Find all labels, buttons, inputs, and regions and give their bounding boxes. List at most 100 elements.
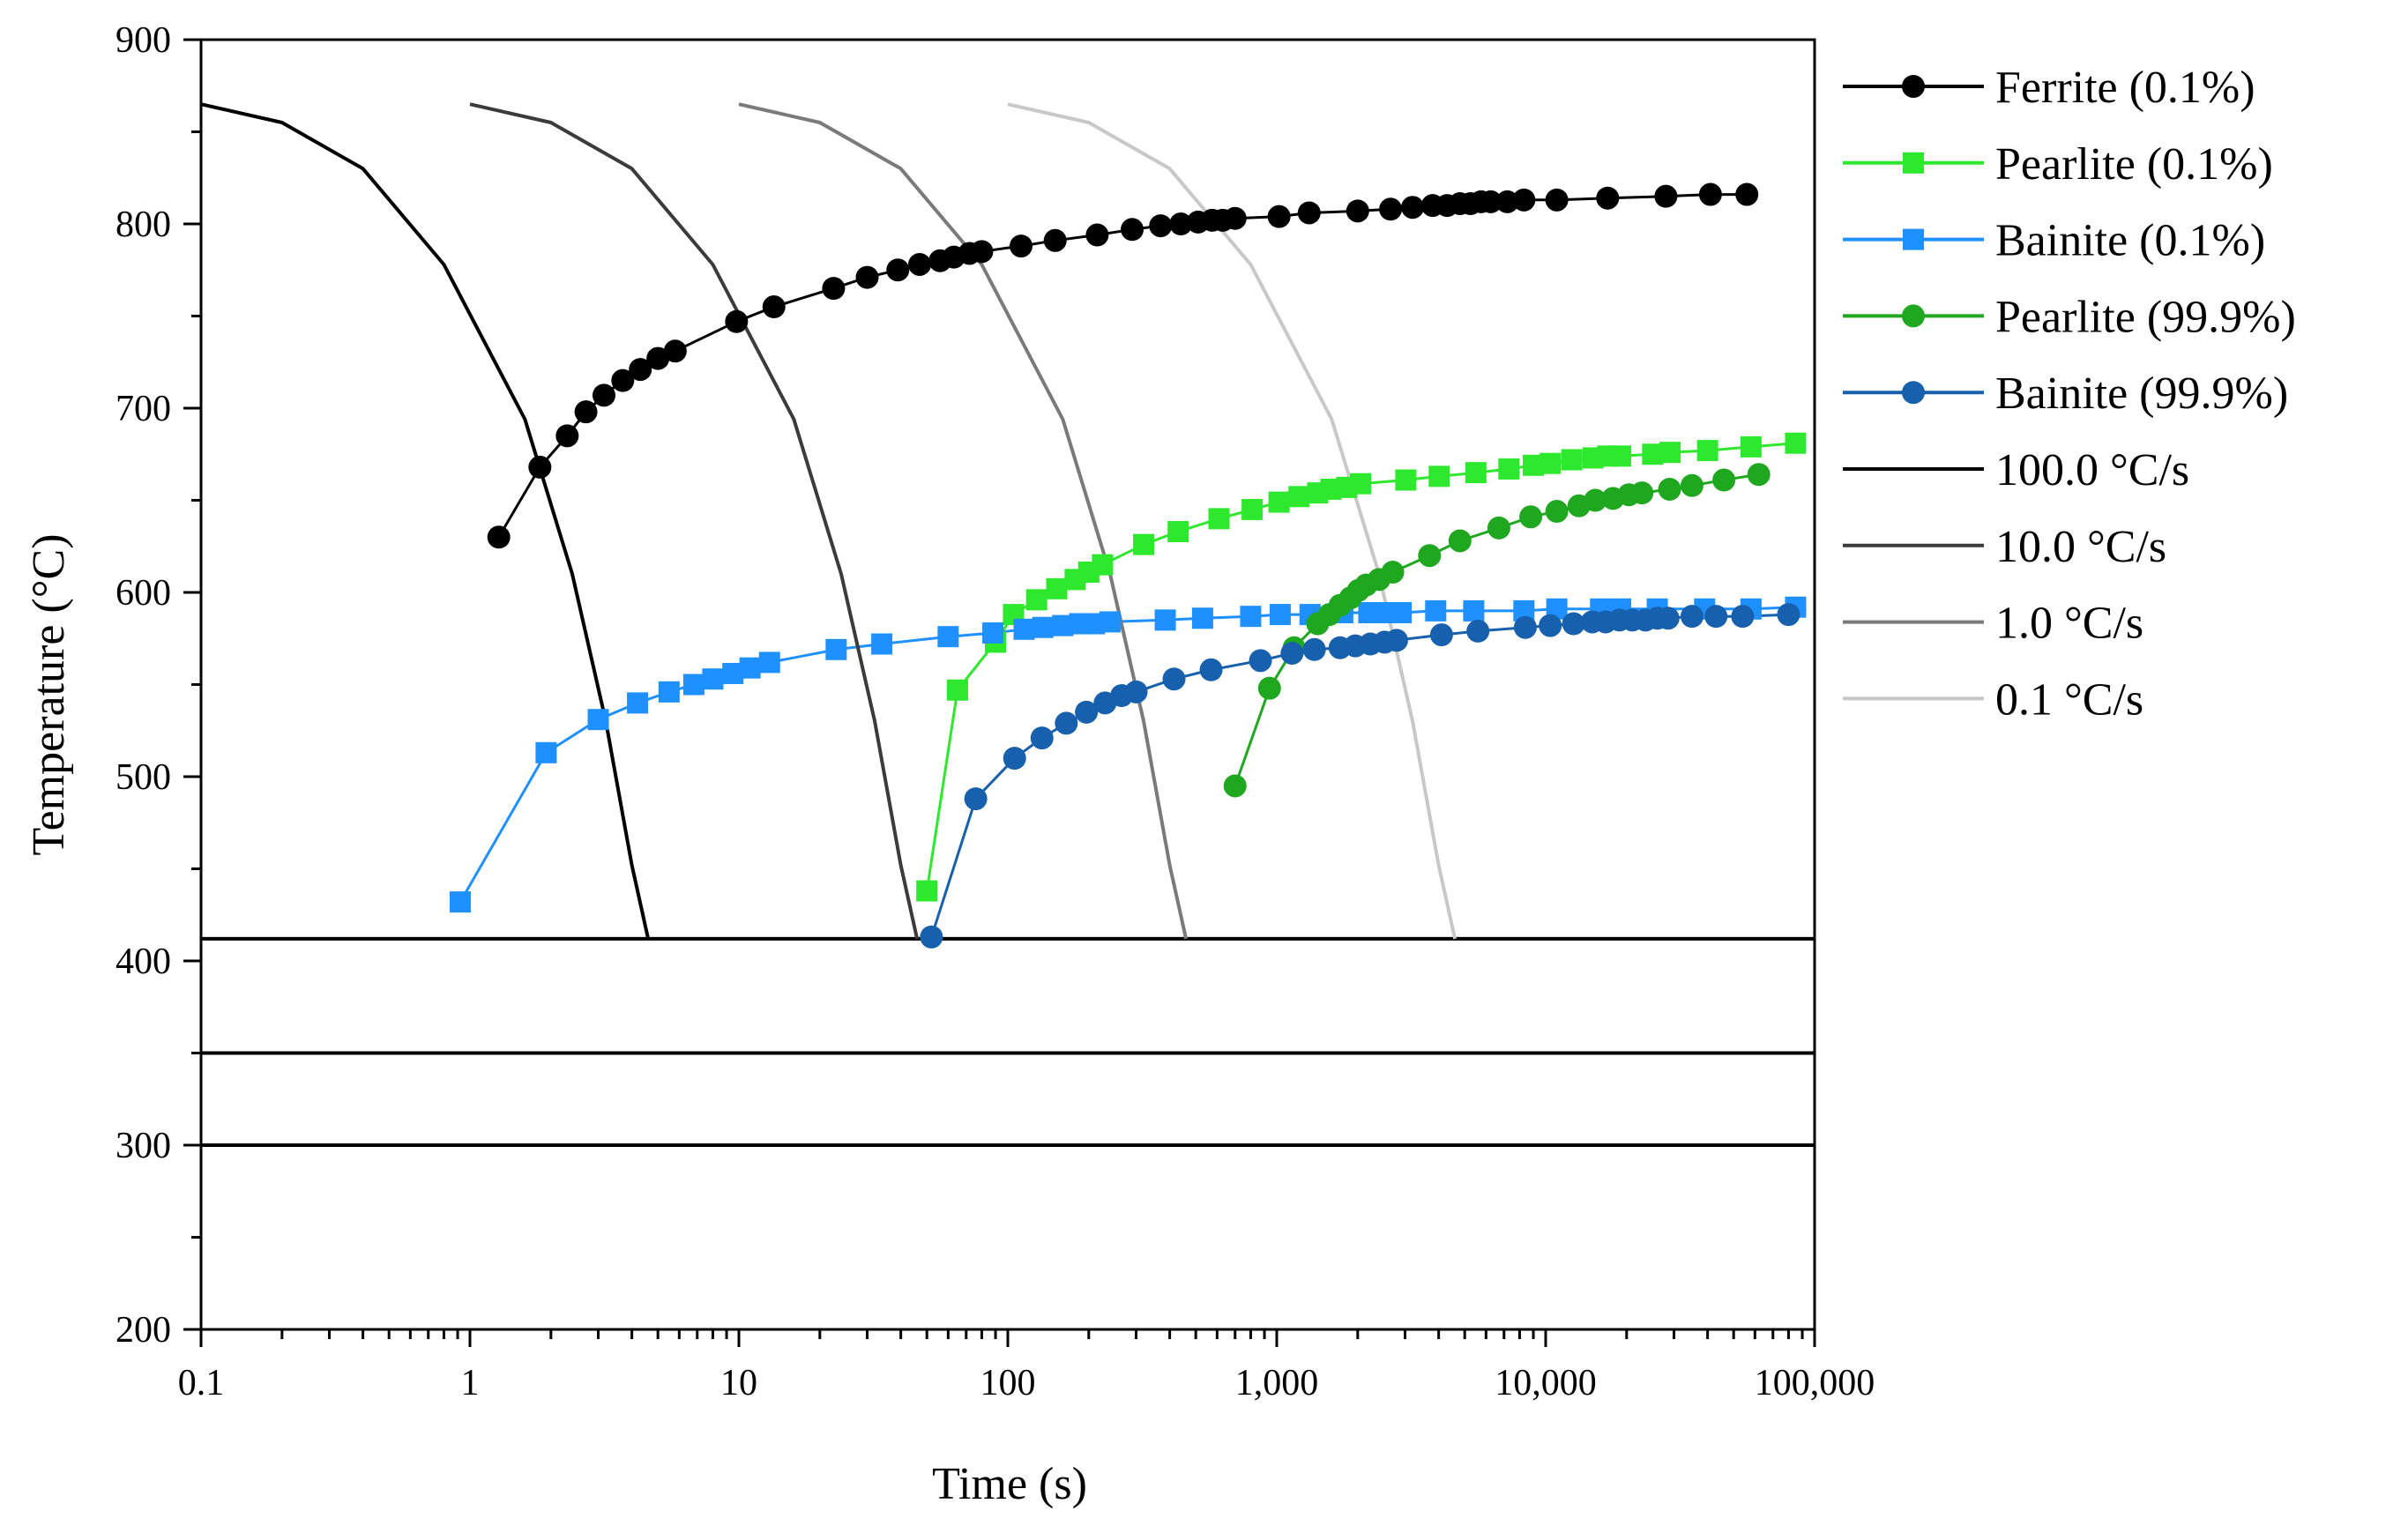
- data-point: [611, 368, 635, 392]
- legend-marker: [1903, 152, 1924, 174]
- data-point: [487, 525, 511, 549]
- data-point: [555, 424, 579, 448]
- legend-label: 0.1 °C/s: [1995, 674, 2143, 725]
- data-point: [725, 309, 749, 333]
- data-point: [1257, 676, 1281, 700]
- data-point: [1479, 190, 1502, 213]
- data-point: [1785, 432, 1807, 454]
- data-point: [663, 339, 687, 363]
- data-point: [1545, 188, 1569, 212]
- data-point: [1698, 182, 1722, 206]
- data-point: [1740, 435, 1762, 458]
- data-point: [1085, 223, 1109, 247]
- legend-marker: [1902, 75, 1925, 98]
- cooling-curve: [469, 102, 920, 940]
- data-point: [1487, 516, 1510, 540]
- data-point: [916, 880, 938, 902]
- data-point: [1121, 218, 1144, 242]
- legend-label: Bainite (99.9%): [1995, 368, 2288, 419]
- data-point: [1381, 561, 1405, 584]
- data-point: [758, 651, 780, 674]
- series-line: [497, 193, 1748, 539]
- data-point: [1395, 469, 1417, 491]
- y-tick-label: 900: [116, 20, 171, 61]
- data-point: [1704, 605, 1728, 629]
- plot-frame: [199, 38, 1816, 1331]
- data-point: [1350, 473, 1372, 495]
- x-tick-label: 1,000: [1235, 1363, 1319, 1403]
- data-point: [449, 891, 471, 913]
- legend-item: Ferrite (0.1%): [1843, 63, 2255, 113]
- cooling-curve: [738, 102, 1189, 940]
- data-point: [946, 679, 968, 701]
- data-point: [1448, 529, 1472, 553]
- data-point: [1429, 623, 1453, 647]
- data-point: [1167, 521, 1189, 543]
- data-point: [702, 668, 724, 690]
- legend-label: Pearlite (99.9%): [1995, 292, 2296, 342]
- data-point: [1199, 658, 1223, 681]
- data-point: [1654, 184, 1678, 208]
- data-point: [1269, 604, 1291, 626]
- legend-label: Pearlite (0.1%): [1995, 139, 2273, 190]
- legend-label: 100.0 °C/s: [1995, 445, 2189, 495]
- data-point: [646, 346, 670, 370]
- data-point: [627, 692, 649, 714]
- legend-item: 1.0 °C/s: [1843, 599, 2143, 649]
- data-point: [1003, 747, 1026, 770]
- legend-label: Ferrite (0.1%): [1995, 63, 2255, 113]
- data-point: [1268, 491, 1290, 513]
- data-point: [907, 252, 931, 276]
- data-point: [920, 925, 943, 949]
- data-point: [658, 681, 680, 703]
- data-point: [1384, 629, 1408, 652]
- data-point: [982, 622, 1004, 644]
- cooling-curve: [200, 102, 651, 940]
- data-point: [629, 358, 652, 382]
- data-point: [1680, 473, 1703, 497]
- data-point: [535, 741, 557, 763]
- data-point: [1466, 619, 1490, 643]
- legend-marker: [1902, 381, 1925, 405]
- x-tick-label: 10: [720, 1363, 757, 1403]
- legend-item: Pearlite (0.1%): [1843, 139, 2273, 190]
- legend-marker: [1903, 228, 1924, 250]
- legend-item: Bainite (0.1%): [1843, 216, 2265, 266]
- data-point: [1696, 440, 1718, 462]
- x-axis-title: Time (s): [932, 1459, 1087, 1509]
- data-point: [1267, 205, 1291, 228]
- data-point: [1169, 212, 1193, 235]
- y-tick-label: 600: [116, 573, 171, 614]
- data-point: [1519, 505, 1543, 529]
- data-point: [1032, 616, 1054, 638]
- data-point: [1498, 458, 1520, 480]
- data-point: [1013, 618, 1035, 640]
- data-point: [871, 633, 893, 655]
- data-point: [937, 626, 959, 648]
- data-point: [1659, 442, 1681, 464]
- data-point: [1747, 463, 1771, 487]
- data-point: [1712, 468, 1736, 492]
- data-point: [1513, 615, 1537, 639]
- axes: [183, 38, 1816, 1347]
- legend-item: 0.1 °C/s: [1843, 674, 2143, 725]
- data-point: [1191, 607, 1213, 629]
- data-point: [1401, 196, 1425, 220]
- legend-label: 10.0 °C/s: [1995, 522, 2166, 572]
- data-point: [1561, 449, 1583, 471]
- data-point: [1099, 611, 1121, 633]
- data-point: [1656, 607, 1680, 630]
- data-point: [1162, 667, 1186, 691]
- data-point: [1463, 599, 1485, 622]
- data-point: [1735, 182, 1759, 206]
- data-point: [1596, 186, 1620, 210]
- data-point: [822, 277, 846, 301]
- data-point: [1680, 605, 1703, 629]
- plot-markers: [449, 182, 1807, 949]
- data-point: [1025, 589, 1047, 611]
- y-tick-label: 800: [116, 205, 171, 245]
- data-point: [762, 295, 786, 319]
- data-point: [1346, 199, 1369, 223]
- data-point: [1154, 609, 1176, 631]
